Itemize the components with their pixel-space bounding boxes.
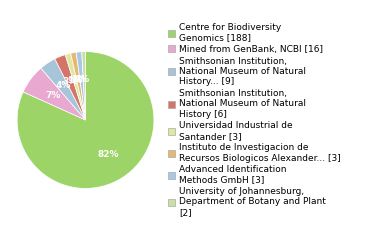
Text: 1%: 1% xyxy=(74,75,89,84)
Wedge shape xyxy=(71,52,86,120)
Text: 7%: 7% xyxy=(45,91,60,100)
Wedge shape xyxy=(17,52,154,188)
Legend: Centre for Biodiversity
Genomics [188], Mined from GenBank, NCBI [16], Smithsoni: Centre for Biodiversity Genomics [188], … xyxy=(167,22,342,218)
Text: 82%: 82% xyxy=(97,150,119,159)
Wedge shape xyxy=(41,59,86,120)
Text: 3%: 3% xyxy=(63,78,78,86)
Wedge shape xyxy=(65,53,86,120)
Text: 1%: 1% xyxy=(67,76,82,85)
Wedge shape xyxy=(76,52,86,120)
Wedge shape xyxy=(82,52,86,120)
Wedge shape xyxy=(23,68,86,120)
Text: 4%: 4% xyxy=(55,81,70,90)
Text: 1%: 1% xyxy=(71,75,86,84)
Wedge shape xyxy=(55,55,86,120)
